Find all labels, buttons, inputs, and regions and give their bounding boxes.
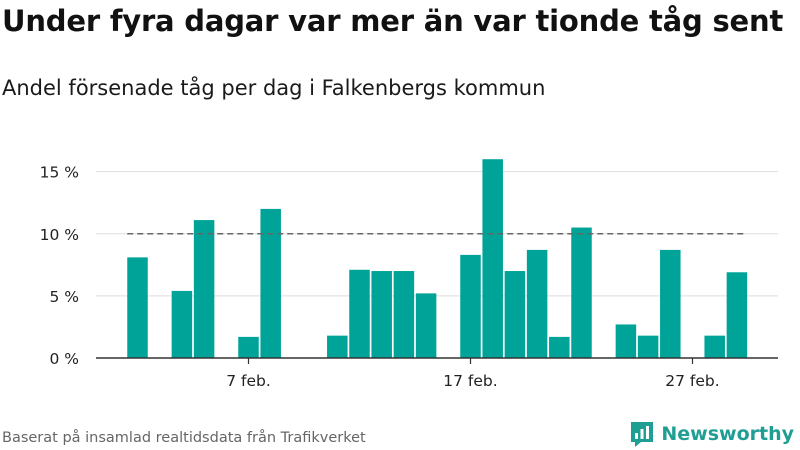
bar (171, 290, 193, 358)
bar (549, 336, 570, 358)
bar (415, 293, 437, 358)
x-tick-label: 17 feb. (443, 372, 497, 390)
chart-subtitle: Andel försenade tåg per dag i Falkenberg… (2, 76, 546, 100)
bar (260, 208, 281, 358)
bar (127, 257, 148, 358)
x-tick-label: 7 feb. (226, 372, 271, 390)
bar (526, 249, 548, 358)
bar (726, 272, 748, 358)
bar (393, 271, 415, 358)
bar (482, 159, 503, 358)
y-tick-labels: 0 % 5 % 10 % 15 % (40, 164, 79, 368)
bar (193, 220, 215, 358)
chart-title: Under fyra dagar var mer än var tionde t… (2, 4, 784, 38)
bar (327, 335, 348, 358)
bar (504, 271, 526, 358)
bar (460, 254, 481, 358)
source-note: Baserat på insamlad realtidsdata från Tr… (2, 430, 366, 446)
bar (615, 324, 637, 358)
bar (637, 335, 659, 358)
y-tick-label: 5 % (49, 288, 79, 306)
bar (238, 336, 259, 358)
bar (660, 249, 681, 358)
bar (704, 335, 725, 358)
x-tick-label: 27 feb. (665, 372, 719, 390)
brand-logo-group: Newsworthy (629, 419, 794, 449)
newsworthy-logo-icon (631, 422, 654, 447)
y-tick-label: 0 % (49, 350, 79, 368)
y-tick-label: 15 % (40, 164, 79, 182)
bar (349, 269, 370, 358)
bar (371, 271, 392, 358)
bars (127, 159, 748, 358)
bar (571, 227, 592, 358)
x-axis: 7 feb. 17 feb. 27 feb. (96, 357, 778, 390)
y-tick-label: 10 % (40, 226, 79, 244)
brand-name: Newsworthy (661, 423, 794, 445)
